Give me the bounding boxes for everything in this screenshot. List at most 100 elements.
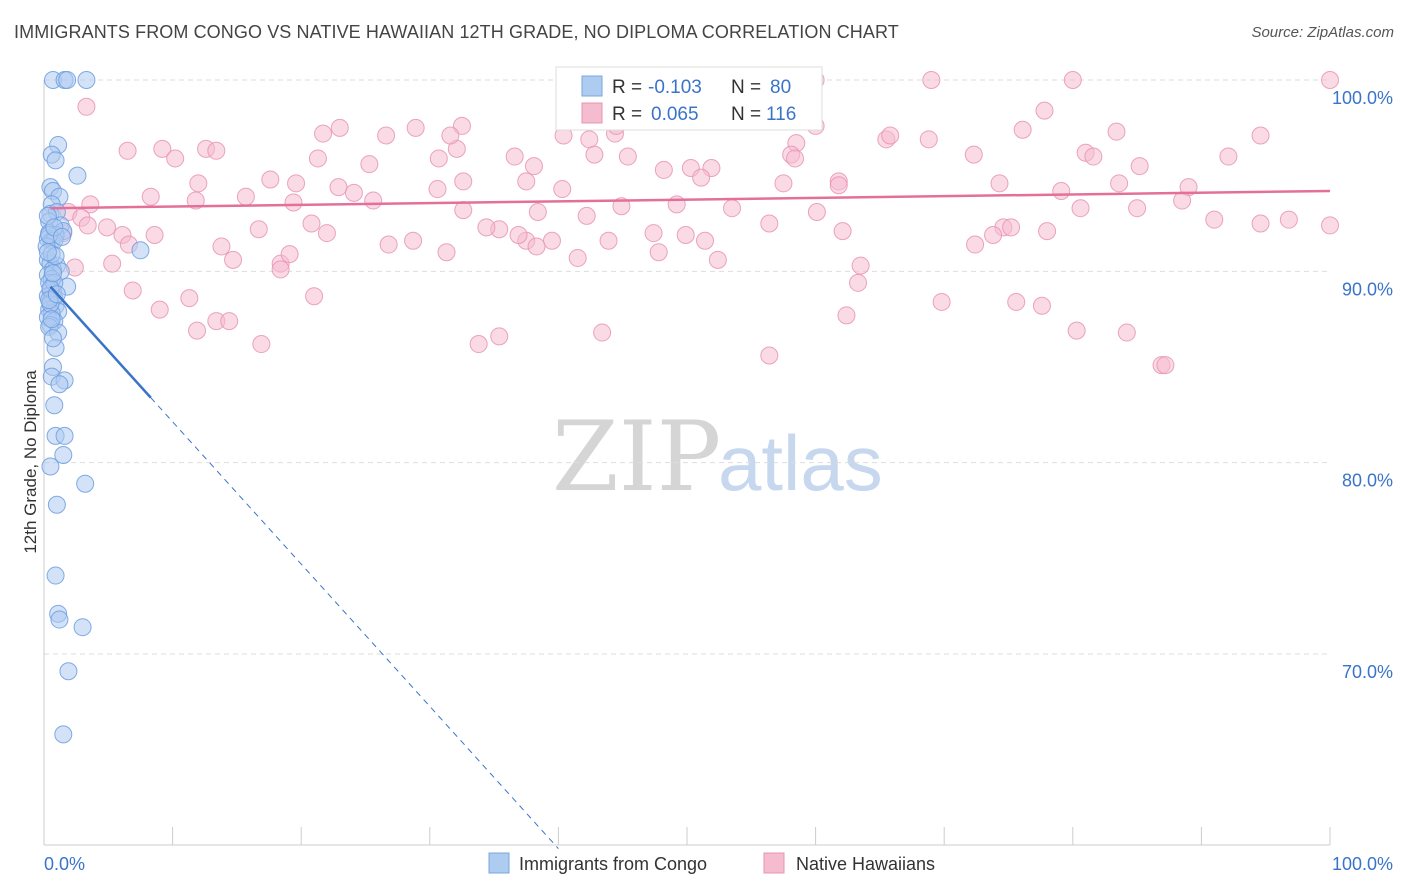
- data-point: [723, 199, 742, 218]
- data-point: [469, 335, 488, 354]
- data-point: [1038, 222, 1057, 241]
- data-point: [851, 256, 870, 275]
- data-point: [166, 149, 185, 168]
- data-point: [377, 126, 396, 145]
- stats-hawaiian-r-label: R =: [612, 104, 642, 125]
- data-point: [78, 216, 97, 235]
- data-point: [59, 662, 78, 681]
- data-point: [612, 197, 631, 216]
- stats-congo-n-value: 80: [770, 77, 791, 98]
- data-point: [280, 245, 299, 264]
- data-point: [1084, 147, 1103, 166]
- data-point: [708, 250, 727, 269]
- data-point: [437, 243, 456, 262]
- data-point: [41, 457, 60, 476]
- data-point: [1110, 174, 1129, 193]
- data-point: [50, 610, 69, 629]
- data-point: [984, 225, 1003, 244]
- data-point: [45, 396, 64, 415]
- data-point: [145, 225, 164, 244]
- data-point: [580, 130, 599, 149]
- data-point: [406, 118, 425, 137]
- y-tick-label: 70.0%: [1342, 662, 1393, 682]
- data-point: [141, 187, 160, 206]
- data-point: [58, 71, 77, 89]
- data-point: [186, 191, 205, 210]
- data-point: [1107, 122, 1126, 141]
- data-point: [990, 174, 1009, 193]
- stats-hawaiian-r-value: 0.065: [651, 104, 699, 125]
- data-point: [1173, 191, 1192, 210]
- data-point: [509, 225, 528, 244]
- data-point: [50, 375, 69, 394]
- data-point: [220, 312, 239, 331]
- data-point: [131, 241, 150, 260]
- data-point: [404, 231, 423, 250]
- data-point: [654, 160, 673, 179]
- data-point: [528, 203, 547, 222]
- data-point: [317, 224, 336, 243]
- stats-congo-r-value: -0.103: [648, 77, 702, 98]
- data-point: [454, 172, 473, 191]
- watermark: ZIP atlas: [552, 401, 883, 513]
- trend-line-congo-extrapolation: [150, 397, 559, 849]
- data-point: [1032, 296, 1051, 315]
- y-tick-label: 90.0%: [1342, 279, 1393, 299]
- stats-congo-r-label: R =: [612, 77, 642, 98]
- data-point: [527, 237, 546, 256]
- legend-label-hawaiian: Native Hawaiians: [796, 854, 935, 874]
- data-point: [123, 281, 142, 300]
- data-point: [454, 201, 473, 220]
- data-point: [1007, 292, 1026, 311]
- data-point: [212, 237, 231, 256]
- data-point: [1251, 126, 1270, 145]
- legend-swatch-congo: [488, 852, 510, 874]
- source-credit: Source: ZipAtlas.com: [1251, 24, 1394, 41]
- data-point: [505, 147, 524, 166]
- data-point: [46, 566, 65, 585]
- y-tick-label: 100.0%: [1332, 88, 1393, 108]
- data-point: [428, 180, 447, 199]
- data-point: [77, 71, 96, 89]
- data-point: [308, 149, 327, 168]
- data-point: [837, 306, 856, 325]
- data-point: [1205, 210, 1224, 229]
- data-point: [44, 264, 63, 283]
- data-point: [477, 218, 496, 237]
- data-point: [344, 183, 363, 202]
- data-point: [38, 243, 57, 262]
- data-point: [964, 145, 983, 164]
- data-point: [593, 323, 612, 342]
- data-point: [577, 206, 596, 225]
- trend-line-immigrants-from-congo: [49, 285, 152, 399]
- data-point: [676, 225, 695, 244]
- data-point: [77, 97, 96, 116]
- data-point: [517, 172, 536, 191]
- data-point: [42, 310, 61, 329]
- y-tick-label: 80.0%: [1342, 471, 1393, 491]
- data-point: [849, 273, 868, 292]
- data-point: [1117, 323, 1136, 342]
- data-point: [919, 130, 938, 149]
- data-point: [490, 327, 509, 346]
- stats-hawaiian-n-value: 116: [766, 104, 796, 125]
- data-point: [542, 231, 561, 250]
- data-point: [379, 235, 398, 254]
- data-point: [153, 139, 172, 158]
- data-point: [54, 446, 73, 465]
- data-point: [932, 292, 951, 311]
- data-point: [833, 222, 852, 241]
- data-point: [207, 141, 226, 160]
- data-point: [68, 166, 87, 185]
- data-point: [760, 346, 779, 365]
- data-point: [150, 300, 169, 319]
- data-point: [252, 335, 271, 354]
- data-point: [774, 174, 793, 193]
- data-point: [1156, 356, 1175, 375]
- data-point: [98, 218, 117, 237]
- legend-label-congo: Immigrants from Congo: [519, 854, 707, 874]
- series-immigrants-from-congo: [37, 71, 150, 744]
- data-point: [1035, 101, 1054, 120]
- data-point: [55, 426, 74, 445]
